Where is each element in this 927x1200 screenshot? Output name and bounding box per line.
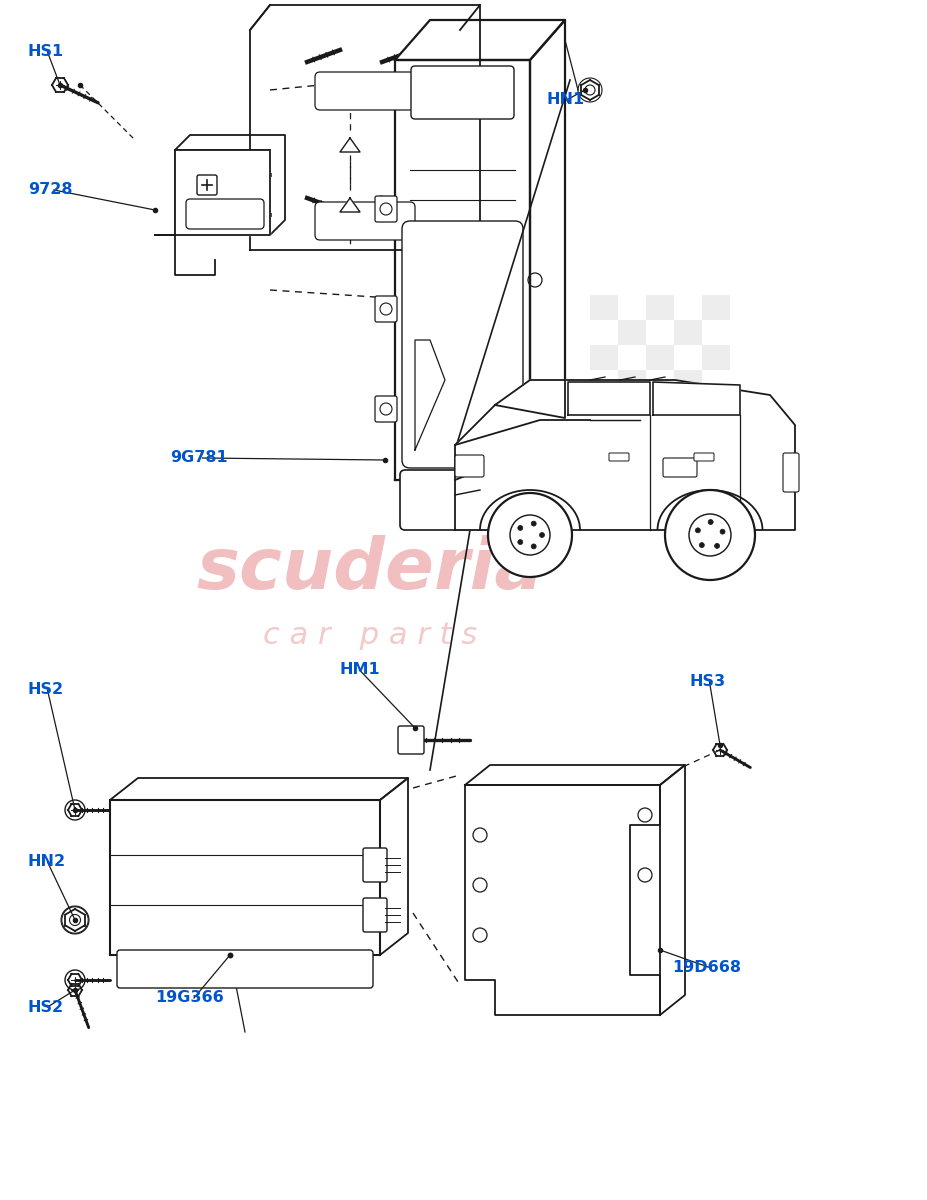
Polygon shape <box>701 395 730 420</box>
Polygon shape <box>395 20 565 60</box>
Circle shape <box>530 521 536 526</box>
Text: HS1: HS1 <box>28 44 64 60</box>
Polygon shape <box>379 778 408 955</box>
Polygon shape <box>617 320 645 346</box>
Circle shape <box>517 540 522 545</box>
FancyBboxPatch shape <box>662 458 696 476</box>
Polygon shape <box>653 382 739 415</box>
Polygon shape <box>617 370 645 395</box>
Polygon shape <box>567 382 649 415</box>
Polygon shape <box>494 380 565 418</box>
Polygon shape <box>110 800 379 955</box>
FancyBboxPatch shape <box>185 199 263 229</box>
Circle shape <box>539 533 544 538</box>
Polygon shape <box>645 395 673 420</box>
FancyBboxPatch shape <box>314 202 414 240</box>
FancyBboxPatch shape <box>398 726 424 754</box>
Polygon shape <box>249 5 479 250</box>
Text: HS2: HS2 <box>28 1000 64 1014</box>
Circle shape <box>714 544 718 548</box>
Circle shape <box>719 529 724 534</box>
FancyBboxPatch shape <box>314 72 414 110</box>
Polygon shape <box>110 778 408 800</box>
Text: c a r   p a r t s: c a r p a r t s <box>262 620 476 649</box>
Polygon shape <box>529 20 565 480</box>
FancyBboxPatch shape <box>362 898 387 932</box>
Polygon shape <box>590 346 617 370</box>
Circle shape <box>517 526 522 530</box>
Circle shape <box>699 542 704 547</box>
Polygon shape <box>673 370 701 395</box>
Polygon shape <box>673 320 701 346</box>
Polygon shape <box>645 346 673 370</box>
FancyBboxPatch shape <box>782 452 798 492</box>
FancyBboxPatch shape <box>375 296 397 322</box>
Circle shape <box>530 544 536 548</box>
Polygon shape <box>339 198 360 212</box>
Circle shape <box>688 514 730 556</box>
Polygon shape <box>395 60 529 480</box>
Text: 9G781: 9G781 <box>170 450 227 466</box>
Polygon shape <box>590 395 617 420</box>
FancyBboxPatch shape <box>693 452 713 461</box>
Text: HM1: HM1 <box>339 662 380 678</box>
Polygon shape <box>701 295 730 320</box>
Polygon shape <box>659 766 684 1015</box>
Circle shape <box>694 528 700 533</box>
Polygon shape <box>464 785 659 1015</box>
Polygon shape <box>464 766 684 785</box>
Polygon shape <box>645 295 673 320</box>
Circle shape <box>665 490 755 580</box>
FancyBboxPatch shape <box>608 452 629 461</box>
Circle shape <box>707 520 713 524</box>
Text: scuderia: scuderia <box>197 535 543 605</box>
Text: HN1: HN1 <box>546 92 585 108</box>
FancyBboxPatch shape <box>375 196 397 222</box>
Text: HN2: HN2 <box>28 854 66 870</box>
Polygon shape <box>155 150 270 235</box>
Polygon shape <box>590 295 617 320</box>
FancyBboxPatch shape <box>362 848 387 882</box>
Polygon shape <box>701 346 730 370</box>
Polygon shape <box>155 134 285 235</box>
Polygon shape <box>454 380 794 530</box>
Circle shape <box>488 493 571 577</box>
Text: 19D668: 19D668 <box>671 960 740 976</box>
Text: HS3: HS3 <box>690 674 725 690</box>
FancyBboxPatch shape <box>411 66 514 119</box>
Text: 9728: 9728 <box>28 182 72 198</box>
FancyBboxPatch shape <box>197 175 217 194</box>
FancyBboxPatch shape <box>401 221 523 468</box>
FancyBboxPatch shape <box>400 470 525 530</box>
Text: 19G366: 19G366 <box>155 990 223 1006</box>
Polygon shape <box>339 138 360 152</box>
Text: HS2: HS2 <box>28 683 64 697</box>
FancyBboxPatch shape <box>454 455 484 476</box>
Circle shape <box>510 515 550 554</box>
FancyBboxPatch shape <box>375 396 397 422</box>
FancyBboxPatch shape <box>117 950 373 988</box>
